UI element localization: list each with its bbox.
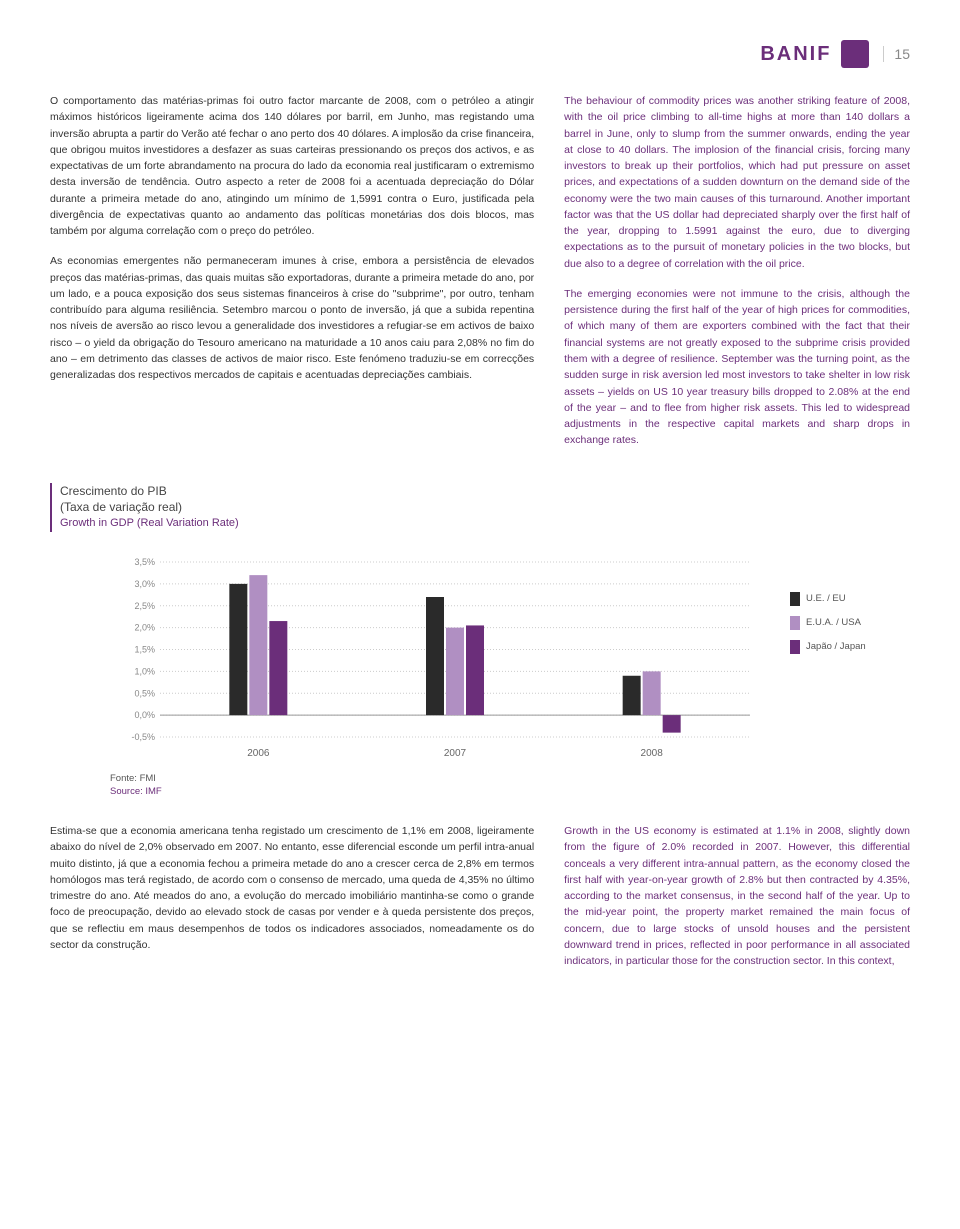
- svg-text:-0,5%: -0,5%: [131, 732, 155, 742]
- chart-title-pt-line2: (Taxa de variação real): [60, 499, 910, 516]
- svg-text:1,5%: 1,5%: [134, 644, 155, 654]
- svg-text:3,5%: 3,5%: [134, 557, 155, 567]
- chart-title-block: Crescimento do PIB (Taxa de variação rea…: [50, 483, 910, 532]
- svg-text:2,5%: 2,5%: [134, 600, 155, 610]
- svg-text:1,0%: 1,0%: [134, 666, 155, 676]
- text-columns-top: O comportamento das matérias-primas foi …: [50, 93, 910, 463]
- en-paragraph-1: The behaviour of commodity prices was an…: [564, 93, 910, 272]
- chart-source: Fonte: FMI Source: IMF: [50, 772, 910, 799]
- column-portuguese: O comportamento das matérias-primas foi …: [50, 93, 534, 463]
- svg-text:3,0%: 3,0%: [134, 578, 155, 588]
- chart-legend: U.E. / EU E.U.A. / USA Japão / Japan: [790, 552, 910, 654]
- svg-text:2006: 2006: [247, 748, 270, 759]
- svg-text:2,0%: 2,0%: [134, 622, 155, 632]
- svg-text:0,5%: 0,5%: [134, 688, 155, 698]
- chart-plot-area: -0,5% 0,0% 0,5% 1,0% 1,5% 2,0% 2,5% 3,0% 3,5% 200…: [110, 552, 770, 762]
- gdp-bar-chart: -0,5% 0,0% 0,5% 1,0% 1,5% 2,0% 2,5% 3,0% 3,5% 200…: [110, 552, 770, 762]
- legend-label: U.E. / EU: [806, 593, 846, 604]
- legend-swatch: [790, 592, 800, 606]
- column-english-bottom: Growth in the US economy is estimated at…: [564, 823, 910, 983]
- chart-title-en: Growth in GDP (Real Variation Rate): [60, 516, 910, 531]
- legend-item: E.U.A. / USA: [790, 616, 910, 630]
- pt-paragraph-2: As economias emergentes não permaneceram…: [50, 253, 534, 383]
- source-en: Source: IMF: [110, 785, 910, 798]
- chart-title-pt-line1: Crescimento do PIB: [60, 483, 910, 500]
- column-portuguese-bottom: Estima-se que a economia americana tenha…: [50, 823, 534, 983]
- svg-text:2007: 2007: [444, 748, 467, 759]
- en-paragraph-2: The emerging economies were not immune t…: [564, 286, 910, 449]
- legend-item: Japão / Japan: [790, 640, 910, 654]
- legend-label: E.U.A. / USA: [806, 617, 861, 628]
- brand-logo-icon: [841, 40, 869, 68]
- en-paragraph-3: Growth in the US economy is estimated at…: [564, 823, 910, 969]
- svg-text:2008: 2008: [641, 748, 664, 759]
- text-columns-bottom: Estima-se que a economia americana tenha…: [50, 823, 910, 983]
- column-english: The behaviour of commodity prices was an…: [564, 93, 910, 463]
- pt-paragraph-1: O comportamento das matérias-primas foi …: [50, 93, 534, 239]
- pt-paragraph-3: Estima-se que a economia americana tenha…: [50, 823, 534, 953]
- gdp-chart-section: Crescimento do PIB (Taxa de variação rea…: [50, 483, 910, 799]
- legend-swatch: [790, 616, 800, 630]
- page-header: BANIF 15: [50, 40, 910, 68]
- svg-text:0,0%: 0,0%: [134, 710, 155, 720]
- legend-swatch: [790, 640, 800, 654]
- chart-container: -0,5% 0,0% 0,5% 1,0% 1,5% 2,0% 2,5% 3,0% 3,5% 200…: [50, 552, 910, 762]
- brand-name: BANIF: [760, 43, 831, 66]
- source-pt: Fonte: FMI: [110, 772, 910, 785]
- page-number: 15: [883, 46, 910, 62]
- legend-label: Japão / Japan: [806, 641, 866, 652]
- legend-item: U.E. / EU: [790, 592, 910, 606]
